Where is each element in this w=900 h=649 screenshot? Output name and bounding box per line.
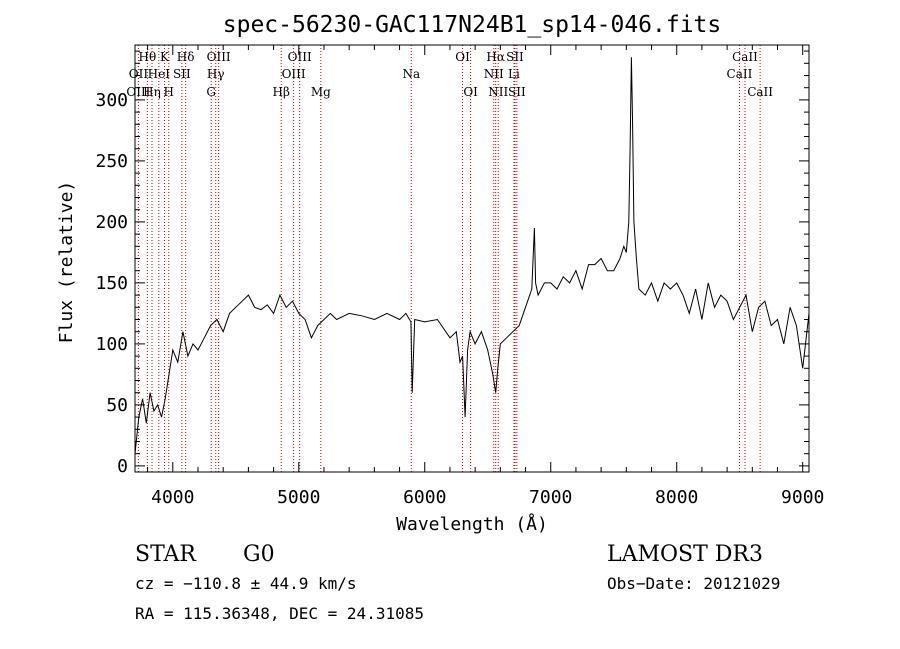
line-label-4: OIII bbox=[288, 50, 312, 64]
y-axis-ticks: 0 50 100 150 200 250 300 bbox=[95, 50, 809, 477]
x-tick-label: 5000 bbox=[277, 487, 320, 508]
line-label-20: H bbox=[164, 85, 174, 99]
y-tick-label: 100 bbox=[95, 334, 128, 355]
survey-name: LAMOST DR3 bbox=[607, 542, 763, 567]
line-label-0: Hθ bbox=[138, 50, 156, 64]
redshift-cz: cz = −110.8 ± 44.9 km/s bbox=[135, 574, 357, 593]
observation-date: Obs−Date: 20121029 bbox=[607, 574, 780, 593]
y-axis-label: Flux (relative) bbox=[56, 181, 77, 344]
line-label-22: Hβ bbox=[273, 85, 290, 99]
line-label-10: HeI bbox=[148, 67, 171, 81]
line-label-19: Hη bbox=[143, 85, 161, 99]
object-subclass: G0 bbox=[243, 542, 275, 567]
coordinates: RA = 115.36348, DEC = 24.31085 bbox=[135, 604, 424, 623]
line-label-7: SII bbox=[506, 50, 524, 64]
y-tick-label: 50 bbox=[106, 395, 128, 416]
line-label-27: CaII bbox=[747, 85, 773, 99]
plot-frame bbox=[134, 44, 810, 473]
x-axis-ticks: 4000 5000 6000 7000 8000 9000 bbox=[147, 45, 824, 508]
line-label-26: SII bbox=[508, 85, 526, 99]
x-axis-label: Wavelength (Å) bbox=[396, 513, 548, 535]
chart-title: spec-56230-GAC117N24B1_sp14-046.fits bbox=[223, 12, 722, 38]
line-label-14: Na bbox=[402, 67, 420, 81]
line-label-23: Mg bbox=[311, 85, 331, 99]
line-label-5: OI bbox=[455, 50, 470, 64]
line-label-6: Hα bbox=[486, 50, 505, 64]
line-label-2: Hδ bbox=[177, 50, 195, 64]
y-tick-label: 150 bbox=[95, 273, 128, 294]
x-tick-label: 8000 bbox=[655, 487, 698, 508]
x-tick-label: 6000 bbox=[403, 487, 446, 508]
spectrum-series-line bbox=[134, 57, 810, 454]
object-class: STAR bbox=[135, 542, 197, 567]
y-tick-label: 300 bbox=[95, 90, 128, 111]
line-label-15: NII bbox=[484, 67, 504, 81]
line-label-11: SII bbox=[173, 67, 191, 81]
line-label-12: Hγ bbox=[207, 67, 225, 81]
line-label-16: Li bbox=[508, 67, 520, 81]
line-label-25: NII bbox=[488, 85, 508, 99]
line-label-9: OII bbox=[129, 67, 149, 81]
x-tick-label: 9000 bbox=[781, 487, 824, 508]
line-label-18: OIII bbox=[126, 85, 150, 99]
x-tick-label: 7000 bbox=[529, 487, 572, 508]
line-label-24: OI bbox=[463, 85, 478, 99]
y-tick-label: 200 bbox=[95, 212, 128, 233]
line-label-21: G bbox=[206, 85, 216, 99]
y-tick-label: 250 bbox=[95, 151, 128, 172]
line-label-1: K bbox=[160, 50, 170, 64]
line-label-3: OIII bbox=[207, 50, 231, 64]
line-label-17: CaII bbox=[727, 67, 753, 81]
y-tick-label: 0 bbox=[117, 456, 128, 477]
line-label-8: CaII bbox=[732, 50, 758, 64]
x-tick-label: 4000 bbox=[151, 487, 194, 508]
spectral-line-markers bbox=[137, 45, 761, 472]
line-label-13: OIII bbox=[282, 67, 306, 81]
